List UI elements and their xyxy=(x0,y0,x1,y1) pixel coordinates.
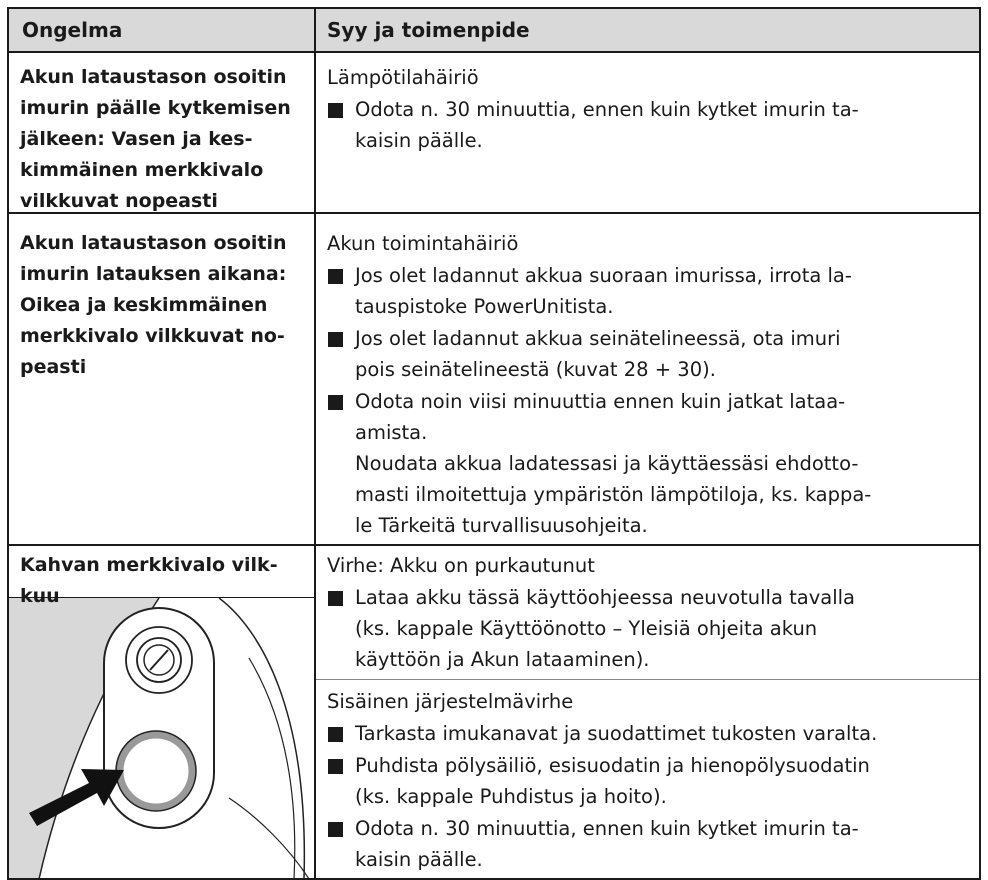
problem-line: peasti xyxy=(20,356,87,378)
rule xyxy=(8,212,980,214)
problem-line: Kahvan merkkivalo vilk- xyxy=(20,554,278,576)
problem-cell: Akun lataustason osoitin imurin päälle ky… xyxy=(20,62,291,217)
bullet-item: Lataa akku tässä käyttöohjeessa neuvotul… xyxy=(327,582,855,675)
cause-title: Sisäinen järjestelmävirhe xyxy=(327,690,574,713)
header-cell: Ongelma xyxy=(22,18,123,42)
rule xyxy=(979,7,981,880)
cause-cell: Lämpötilahäiriö Odota n. 30 minuuttia, en… xyxy=(327,62,859,156)
rule xyxy=(8,544,980,546)
bullet-item: Puhdista pölysäiliö, esisuodatin ja hien… xyxy=(327,750,877,812)
problem-line: vilkkuvat nopeasti xyxy=(20,190,218,212)
note: Noudata akkua ladatessasi ja käyttäessäs… xyxy=(327,448,871,541)
cause-cell: Virhe: Akku on purkautunut Lataa akku täs… xyxy=(327,550,855,675)
rule xyxy=(8,597,315,598)
bullet-item: Odota n. 30 minuuttia, ennen kuin kytket… xyxy=(327,94,859,156)
header-bg xyxy=(8,8,980,52)
problem-line: Akun lataustason osoitin xyxy=(20,66,287,88)
problem-cell: Akun lataustason osoitin imurin latauksen… xyxy=(20,228,287,383)
item-line: Odota noin viisi minuuttia ennen kuin ja… xyxy=(355,390,846,413)
item-line: Odota n. 30 minuuttia, ennen kuin kytket… xyxy=(355,98,859,121)
item-line: Puhdista pölysäiliö, esisuodatin ja hien… xyxy=(355,754,870,777)
cause-title: Lämpötilahäiriö xyxy=(327,66,479,89)
note-line: masti ilmoitettuja ympäristön lämpötiloj… xyxy=(355,483,872,506)
item-line: pois seinätelineestä (kuvat 28 + 30). xyxy=(355,358,716,381)
bullet-item: Tarkasta imukanavat ja suodattimet tukos… xyxy=(327,718,877,749)
rule xyxy=(314,7,316,880)
cause-title: Virhe: Akku on purkautunut xyxy=(327,554,595,577)
item-line: Jos olet ladannut akkua seinätelineessä,… xyxy=(355,327,841,350)
note-line: Noudata akkua ladatessasi ja käyttäessäs… xyxy=(355,452,859,475)
item-line: Jos olet ladannut akkua suoraan imurissa… xyxy=(355,264,852,287)
problem-line: imurin päälle kytkemisen xyxy=(20,97,291,119)
problem-line: kuu xyxy=(20,585,60,607)
rule xyxy=(8,51,980,53)
item-line: käyttöön ja Akun lataaminen). xyxy=(355,648,650,671)
problem-line: imurin latauksen aikana: xyxy=(20,263,287,285)
rule xyxy=(315,679,980,680)
rule xyxy=(8,7,980,9)
problem-line: Oikea ja keskimmäinen xyxy=(20,294,268,316)
item-line: tauspistoke PowerUnitista. xyxy=(355,295,614,318)
item-line: amista. xyxy=(355,421,428,444)
item-line: kaisin päälle. xyxy=(355,129,483,152)
handle-illustration xyxy=(9,598,314,879)
problem-line: merkkivalo vilkkuvat no- xyxy=(20,325,285,347)
cause-cell: Sisäinen järjestelmävirhe Tarkasta imukan… xyxy=(327,686,877,875)
note-line: le Tärkeitä turvallisuusohjeita. xyxy=(355,514,648,537)
cause-title: Akun toimintahäiriö xyxy=(327,232,519,255)
item-line: (ks. kappale Puhdistus ja hoito). xyxy=(355,785,667,808)
problem-line: Akun lataustason osoitin xyxy=(20,232,287,254)
bullet-item: Odota n. 30 minuuttia, ennen kuin kytket… xyxy=(327,813,877,875)
item-line: Tarkasta imukanavat ja suodattimet tukos… xyxy=(355,722,878,745)
bullet-item: Jos olet ladannut akkua seinätelineessä,… xyxy=(327,323,871,385)
rule xyxy=(7,7,9,880)
cause-cell: Akun toimintahäiriö Jos olet ladannut akk… xyxy=(327,228,871,541)
item-line: Lataa akku tässä käyttöohjeessa neuvotul… xyxy=(355,586,855,609)
problem-line: kimmäinen merkkivalo xyxy=(20,159,264,181)
rule xyxy=(8,878,980,880)
header-cell: Syy ja toimenpide xyxy=(327,18,530,42)
item-line: (ks. kappale Käyttöönotto – Yleisiä ohje… xyxy=(355,617,818,640)
problem-cell: Kahvan merkkivalo vilk-kuu xyxy=(20,550,278,612)
problem-line: jälkeen: Vasen ja kes- xyxy=(20,128,253,150)
item-line: kaisin päälle. xyxy=(355,848,483,871)
bullet-item: Jos olet ladannut akkua suoraan imurissa… xyxy=(327,260,871,322)
bullet-item: Odota noin viisi minuuttia ennen kuin ja… xyxy=(327,386,871,448)
item-line: Odota n. 30 minuuttia, ennen kuin kytket… xyxy=(355,817,859,840)
